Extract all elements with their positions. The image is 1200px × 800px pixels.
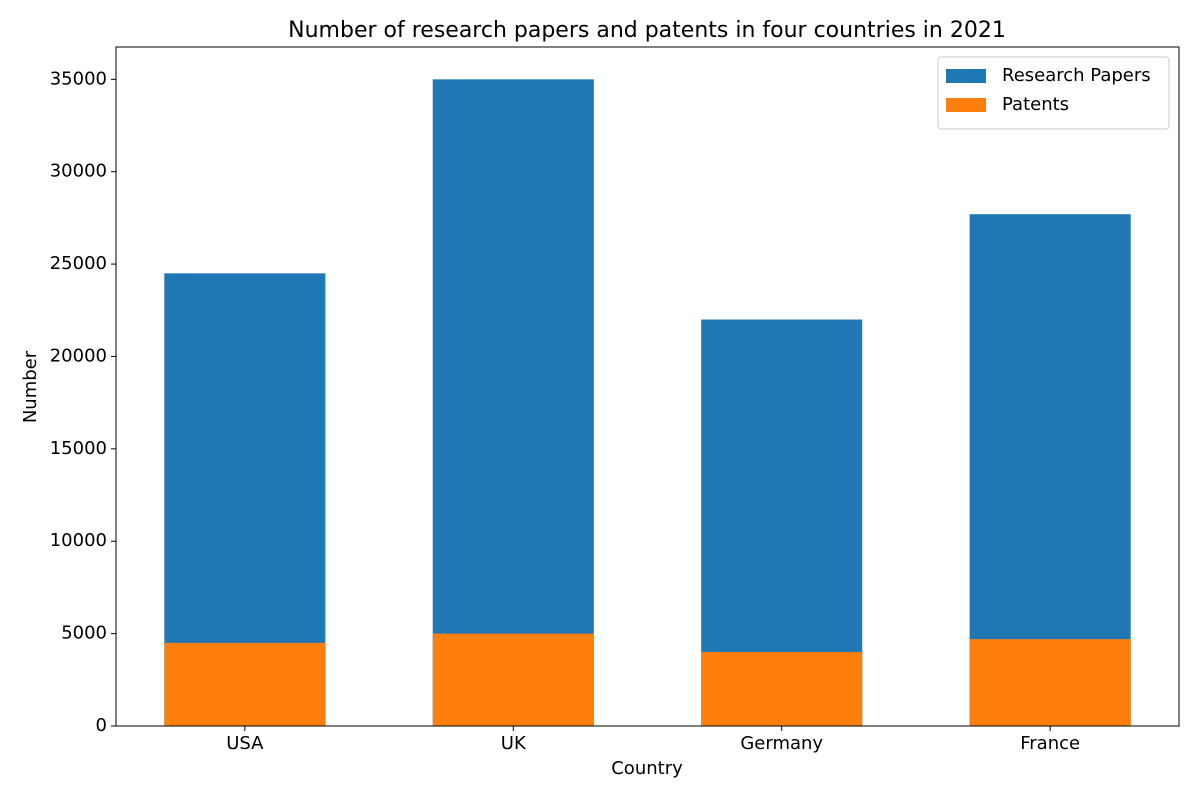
legend-swatch bbox=[946, 98, 986, 112]
y-axis-label: Number bbox=[20, 350, 41, 423]
bar bbox=[432, 633, 594, 726]
legend-label: Research Papers bbox=[1002, 65, 1151, 86]
x-axis-label: Country bbox=[611, 758, 683, 779]
legend-swatch bbox=[946, 69, 986, 83]
y-tick-label: 20000 bbox=[50, 345, 107, 366]
y-tick-label: 35000 bbox=[50, 68, 107, 89]
y-tick-label: 10000 bbox=[50, 530, 107, 551]
x-tick-label: USA bbox=[226, 733, 264, 754]
x-tick-label: Germany bbox=[740, 733, 823, 754]
legend-label: Patents bbox=[1002, 94, 1069, 115]
x-tick-label: UK bbox=[501, 733, 527, 754]
chart-title: Number of research papers and patents in… bbox=[288, 18, 1006, 43]
bar bbox=[969, 639, 1131, 726]
y-tick-label: 0 bbox=[96, 715, 107, 736]
bar bbox=[164, 642, 326, 726]
y-tick-label: 30000 bbox=[50, 161, 107, 182]
bar bbox=[432, 79, 594, 727]
y-tick-label: 5000 bbox=[61, 623, 107, 644]
bar bbox=[701, 652, 863, 726]
plot-frame bbox=[115, 46, 1180, 727]
legend-box bbox=[937, 56, 1170, 130]
x-tick-label: France bbox=[1020, 733, 1080, 754]
y-tick-label: 15000 bbox=[50, 438, 107, 459]
y-tick-label: 25000 bbox=[50, 253, 107, 274]
